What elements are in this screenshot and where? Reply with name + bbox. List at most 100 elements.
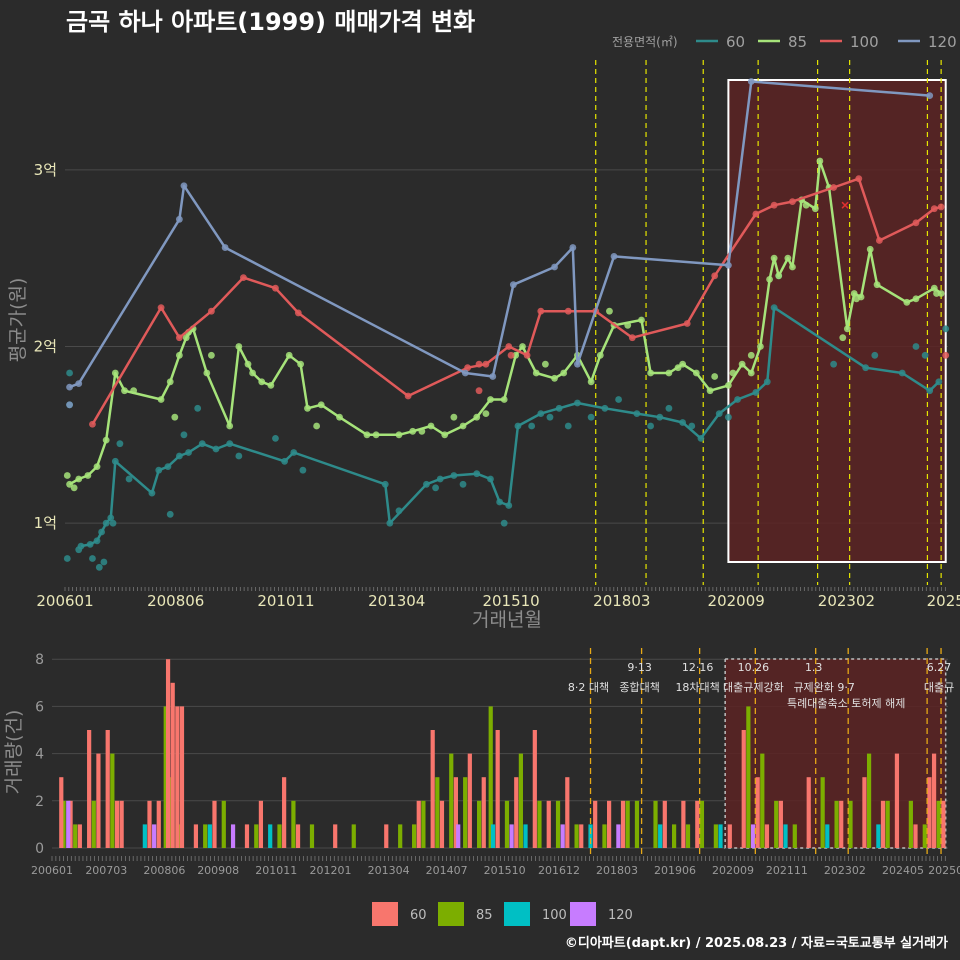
- bar-b85: [351, 824, 356, 848]
- data-point-60: [734, 396, 741, 403]
- footer-credit: ©디아파트(dapt.kr) / 2025.08.23 / 자료=국토교통부 실…: [565, 935, 948, 951]
- data-point-60: [226, 440, 234, 448]
- data-point-85: [171, 413, 179, 421]
- data-point-60: [537, 410, 545, 418]
- bar-b85: [163, 706, 168, 848]
- data-point-60: [166, 510, 174, 518]
- x-marker: [841, 201, 849, 209]
- legend-label-85: 85: [788, 33, 807, 51]
- policy-annotation: 8·2 대책: [568, 681, 609, 694]
- data-point-85: [647, 369, 655, 377]
- data-point-60: [63, 555, 71, 562]
- data-point-85: [839, 334, 847, 342]
- data-point-60: [89, 555, 96, 562]
- bar-y-tick-label: 4: [35, 747, 44, 763]
- series-line-60: [80, 306, 940, 548]
- data-point-85: [903, 298, 911, 306]
- data-point-60: [528, 422, 536, 430]
- bar-b60: [755, 777, 760, 848]
- bar-x-tick-label: 200908: [197, 864, 239, 877]
- bar-b85: [177, 824, 182, 848]
- data-point-85: [336, 413, 343, 421]
- bar-b85: [504, 800, 510, 848]
- policy-annotation: 10.26: [738, 661, 770, 674]
- data-point-85: [409, 427, 417, 435]
- bar-b85: [713, 824, 718, 848]
- bar-b85: [168, 777, 173, 848]
- legend-label-120: 120: [928, 33, 957, 51]
- data-point-85: [560, 369, 568, 377]
- data-point-60: [436, 475, 444, 483]
- data-point-85: [679, 360, 687, 368]
- bar-b100: [718, 824, 723, 848]
- bar-b120: [230, 824, 236, 848]
- data-point-60: [697, 434, 705, 442]
- bar-b60: [244, 824, 250, 848]
- bar-b60: [941, 800, 946, 848]
- data-point-85: [802, 201, 810, 209]
- data-point-120: [66, 401, 73, 409]
- bar-b85: [73, 824, 78, 848]
- bar-x-tick-label: 200703: [85, 864, 127, 877]
- bar-b85: [634, 800, 640, 848]
- x-tick-label: 2025: [927, 592, 960, 610]
- bar-b100: [490, 824, 496, 848]
- highlight-box: [727, 79, 947, 563]
- data-point-60: [185, 449, 192, 456]
- bar-b100: [142, 824, 147, 848]
- bar-b85: [820, 777, 825, 848]
- y-tick-label: 3억: [34, 161, 57, 179]
- data-point-60: [912, 343, 920, 350]
- bar-b85: [671, 824, 677, 848]
- page-title: 금곡 하나 아파트(1999) 매매가격 변화: [66, 8, 475, 36]
- bar-b85: [110, 753, 115, 848]
- data-point-60: [898, 369, 906, 377]
- legend-label-100: 100: [850, 33, 879, 51]
- data-point-85: [102, 436, 110, 444]
- data-point-60: [235, 452, 243, 460]
- bar-b60: [68, 800, 73, 848]
- data-point-60: [423, 480, 430, 488]
- bar-x-tick-label: 201803: [596, 864, 638, 877]
- x-tick-label: 201304: [368, 592, 425, 610]
- data-point-85: [674, 364, 682, 372]
- bar-b60: [764, 824, 770, 848]
- bar-b85: [463, 777, 468, 848]
- bar-b60: [681, 800, 686, 848]
- data-point-100: [752, 210, 760, 218]
- policy-annotation: 18차대책: [675, 681, 719, 694]
- data-point-85: [166, 378, 174, 386]
- data-point-85: [738, 360, 746, 368]
- legend-title: 전용면적(㎡): [612, 35, 678, 49]
- bar-b85: [774, 800, 779, 848]
- bar-b85: [421, 800, 426, 848]
- data-point-85: [450, 413, 458, 421]
- bar-b60: [662, 800, 667, 848]
- bar-b60: [593, 800, 598, 848]
- data-point-60: [665, 404, 673, 412]
- data-point-85: [182, 334, 190, 342]
- data-point-85: [724, 381, 732, 389]
- bar-b85: [625, 800, 630, 848]
- data-point-60: [102, 519, 110, 527]
- data-point-100: [294, 309, 302, 317]
- data-point-85: [933, 290, 940, 297]
- bar-b60: [695, 800, 700, 848]
- x-axis-label: 거래년월: [472, 609, 542, 631]
- bar-b60: [778, 800, 783, 848]
- data-point-85: [70, 484, 78, 492]
- data-point-85: [75, 475, 83, 483]
- bar-b60: [384, 824, 389, 848]
- data-point-60: [679, 419, 687, 426]
- data-point-85: [267, 381, 275, 389]
- bar-x-tick-label: 201510: [484, 864, 526, 877]
- bar-b100: [825, 824, 830, 848]
- bar-b100: [207, 824, 212, 848]
- policy-annotation: 9·7: [837, 681, 855, 694]
- bar-y-tick-label: 6: [35, 699, 44, 715]
- data-point-60: [395, 507, 403, 515]
- bar-b85: [412, 824, 417, 848]
- data-point-85: [912, 295, 920, 303]
- bar-b85: [936, 800, 941, 848]
